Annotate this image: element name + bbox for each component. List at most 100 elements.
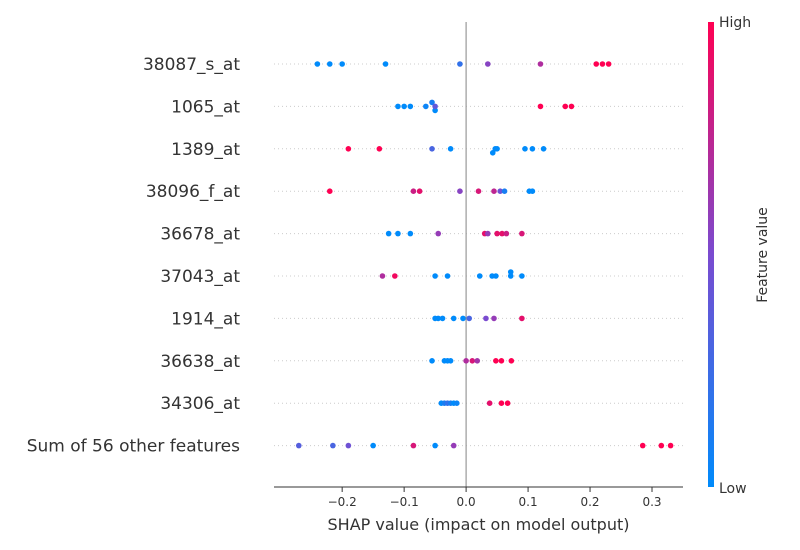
shap-point — [450, 442, 457, 449]
shap-point — [507, 273, 514, 279]
shap-point — [392, 273, 398, 279]
shap-point — [416, 188, 423, 194]
shap-point — [463, 358, 469, 364]
shap-point — [475, 188, 482, 194]
feature-label: 38096_f_at — [146, 182, 240, 202]
shap-point — [432, 442, 438, 449]
shap-point — [435, 230, 442, 237]
shap-point — [345, 146, 352, 152]
feature-label: 36638_at — [160, 352, 240, 372]
shap-point — [432, 103, 438, 110]
feature-label: 37043_at — [160, 267, 240, 287]
shap-point — [457, 61, 463, 67]
feature-label: 1065_at — [171, 97, 240, 117]
feature-label: 36678_at — [160, 225, 240, 245]
shap-point — [444, 273, 451, 279]
shap-point — [423, 103, 429, 110]
shap-point — [410, 188, 417, 194]
shap-point — [460, 315, 466, 322]
shap-point — [466, 315, 473, 322]
shap-point — [519, 230, 525, 237]
shap-point — [493, 358, 499, 364]
shap-point — [493, 273, 499, 279]
x-tick-label: 0.2 — [580, 495, 599, 509]
shap-point — [376, 146, 383, 152]
shap-point — [429, 146, 435, 152]
x-tick-label: −0.1 — [390, 495, 419, 509]
shap-point — [519, 273, 525, 279]
shap-point — [345, 442, 352, 449]
shap-point — [497, 188, 503, 194]
shap-point — [447, 358, 454, 364]
shap-point — [410, 442, 417, 449]
colorbar — [708, 22, 714, 487]
shap-point — [326, 61, 333, 67]
shap-point — [562, 103, 569, 110]
shap-point — [519, 315, 525, 322]
shap-point — [491, 188, 497, 194]
shap-point — [593, 61, 600, 67]
shap-point — [432, 107, 438, 114]
shap-point — [401, 103, 407, 110]
shap-point — [450, 315, 457, 322]
x-tick-label: 0.1 — [519, 495, 538, 509]
feature-label: 1914_at — [171, 309, 240, 329]
x-axis-label: SHAP value (impact on model output) — [328, 515, 630, 534]
shap-point — [457, 188, 463, 194]
shap-point — [407, 230, 414, 237]
colorbar-high-label: High — [719, 15, 751, 31]
shap-point — [439, 315, 446, 322]
shap-point — [330, 442, 336, 449]
shap-point — [435, 315, 442, 322]
shap-point — [370, 442, 376, 449]
shap-point — [522, 146, 528, 152]
shap-point — [484, 61, 491, 67]
shap-point — [454, 400, 460, 407]
shap-point — [494, 146, 500, 152]
feature-rows: 38087_s_at 1065_at 1389_at 38096_f_at 36678_… — [27, 55, 683, 457]
shap-point — [314, 61, 321, 67]
x-tick-label: −0.2 — [328, 495, 357, 509]
feature-label: 34306_at — [160, 394, 240, 414]
shap-point — [447, 146, 454, 152]
shap-point — [503, 230, 510, 237]
shap-point — [568, 103, 575, 110]
shap-point — [667, 442, 674, 449]
shap-point — [507, 269, 514, 275]
shap-point — [484, 230, 491, 237]
x-axis-ticks: −0.2 −0.1 0.0 0.1 0.2 0.3 — [328, 487, 662, 509]
shap-point — [499, 230, 505, 237]
shap-point — [429, 358, 435, 364]
shap-point — [605, 61, 612, 67]
feature-label: 1389_at — [171, 140, 240, 160]
shap-point — [474, 358, 481, 364]
shap-point — [382, 61, 389, 67]
shap-point — [385, 230, 392, 237]
shap-point — [540, 146, 547, 152]
shap-point — [295, 442, 302, 449]
data-points — [295, 61, 674, 449]
shap-point — [504, 400, 511, 407]
shap-point — [639, 442, 646, 449]
shap-point — [501, 188, 508, 194]
shap-point — [432, 273, 438, 279]
shap-point — [529, 188, 536, 194]
shap-point — [486, 400, 493, 407]
shap-point — [498, 358, 505, 364]
shap-point — [491, 315, 497, 322]
shap-point — [508, 358, 515, 364]
shap-point — [537, 61, 544, 67]
shap-point — [326, 188, 333, 194]
shap-point — [339, 61, 345, 67]
shap-point — [529, 146, 536, 152]
shap-point — [395, 230, 401, 237]
shap-point — [476, 273, 483, 279]
shap-point — [498, 400, 505, 407]
shap-point — [429, 99, 435, 106]
shap-point — [483, 315, 489, 322]
shap-point — [494, 230, 500, 237]
shap-point — [658, 442, 665, 449]
shap-point — [407, 103, 414, 110]
x-tick-label: 0.0 — [457, 495, 476, 509]
